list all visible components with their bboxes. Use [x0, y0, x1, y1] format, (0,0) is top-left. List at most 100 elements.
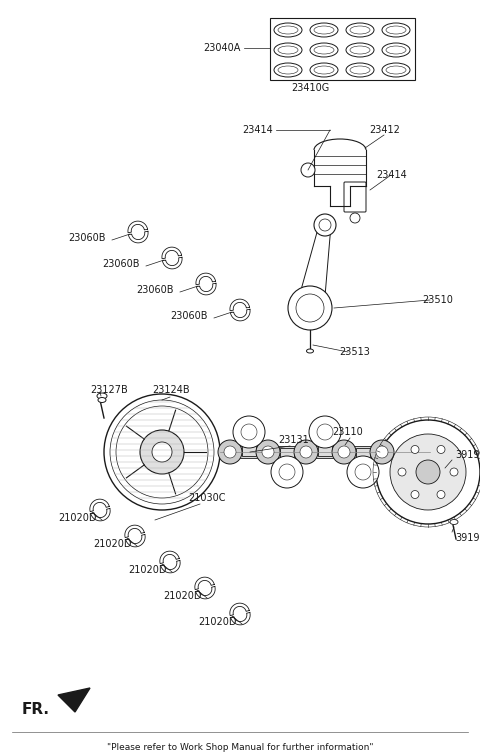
Text: 39190A: 39190A [455, 450, 480, 460]
Polygon shape [129, 231, 148, 243]
Text: FR.: FR. [22, 702, 50, 717]
Circle shape [309, 416, 341, 448]
Polygon shape [161, 560, 180, 573]
Circle shape [450, 468, 458, 476]
Circle shape [411, 445, 419, 454]
Ellipse shape [98, 397, 106, 402]
Ellipse shape [278, 66, 298, 74]
Circle shape [398, 468, 406, 476]
Circle shape [110, 400, 214, 504]
Bar [220, 446, 400, 458]
Circle shape [262, 446, 274, 458]
Polygon shape [160, 551, 180, 563]
Ellipse shape [310, 63, 338, 77]
Circle shape [152, 442, 172, 462]
Ellipse shape [310, 43, 338, 57]
Polygon shape [126, 535, 145, 547]
Circle shape [271, 456, 303, 488]
Circle shape [437, 445, 445, 454]
Ellipse shape [310, 23, 338, 37]
Ellipse shape [314, 46, 334, 54]
Text: 21020D: 21020D [58, 513, 96, 523]
Text: 23510: 23510 [422, 295, 454, 305]
Polygon shape [230, 299, 250, 311]
Circle shape [317, 424, 333, 440]
Circle shape [296, 294, 324, 322]
Text: 23124B: 23124B [152, 385, 190, 395]
Ellipse shape [346, 63, 374, 77]
Ellipse shape [274, 43, 302, 57]
Ellipse shape [274, 63, 302, 77]
Circle shape [376, 446, 388, 458]
Polygon shape [196, 587, 215, 599]
Circle shape [347, 456, 379, 488]
Ellipse shape [386, 26, 406, 34]
Circle shape [319, 219, 331, 231]
Bar [270, 18, 415, 80]
Circle shape [390, 434, 466, 510]
Circle shape [376, 420, 480, 524]
Ellipse shape [350, 46, 370, 54]
Polygon shape [296, 225, 331, 308]
Text: 39191: 39191 [455, 533, 480, 543]
Polygon shape [195, 577, 214, 590]
Ellipse shape [314, 26, 334, 34]
Circle shape [279, 464, 295, 480]
Circle shape [241, 424, 257, 440]
Text: 23060B: 23060B [170, 311, 207, 321]
Ellipse shape [382, 23, 410, 37]
Circle shape [370, 440, 394, 464]
Text: 23060B: 23060B [102, 259, 140, 269]
Text: 23060B: 23060B [136, 285, 173, 295]
Ellipse shape [274, 23, 302, 37]
Text: 23412: 23412 [370, 125, 400, 135]
Circle shape [224, 446, 236, 458]
Polygon shape [196, 273, 216, 285]
Circle shape [218, 440, 242, 464]
Text: 21020D: 21020D [128, 565, 167, 575]
Polygon shape [58, 688, 90, 712]
Polygon shape [230, 603, 249, 615]
Text: 23414: 23414 [242, 125, 274, 135]
Circle shape [300, 446, 312, 458]
Circle shape [314, 214, 336, 236]
Polygon shape [91, 508, 110, 521]
Text: 23110: 23110 [332, 427, 363, 437]
Circle shape [294, 440, 318, 464]
Text: 23040A: 23040A [204, 43, 240, 53]
Circle shape [104, 394, 220, 510]
Ellipse shape [350, 26, 370, 34]
Circle shape [411, 491, 419, 498]
Ellipse shape [314, 66, 334, 74]
Polygon shape [230, 310, 250, 321]
Circle shape [288, 286, 332, 330]
Ellipse shape [307, 349, 313, 353]
Ellipse shape [346, 23, 374, 37]
Bar [356, 448, 370, 476]
Circle shape [355, 464, 371, 480]
Circle shape [233, 416, 265, 448]
Polygon shape [125, 525, 144, 538]
Circle shape [416, 460, 440, 484]
Ellipse shape [382, 63, 410, 77]
Bar [318, 428, 332, 456]
Circle shape [350, 213, 360, 223]
Circle shape [332, 440, 356, 464]
Circle shape [140, 430, 184, 474]
Ellipse shape [278, 46, 298, 54]
Ellipse shape [350, 66, 370, 74]
Text: 23414: 23414 [377, 170, 408, 180]
Text: 23060B: 23060B [68, 233, 106, 243]
Circle shape [338, 446, 350, 458]
Text: 21020D: 21020D [198, 617, 237, 627]
Ellipse shape [450, 519, 458, 525]
Text: 21030C: 21030C [188, 493, 226, 503]
Ellipse shape [386, 46, 406, 54]
Text: 21020D: 21020D [163, 591, 202, 601]
Circle shape [301, 163, 315, 177]
Polygon shape [162, 257, 182, 269]
Ellipse shape [346, 43, 374, 57]
Polygon shape [196, 283, 216, 295]
Text: 21020D: 21020D [93, 539, 132, 549]
Bar [242, 428, 256, 456]
